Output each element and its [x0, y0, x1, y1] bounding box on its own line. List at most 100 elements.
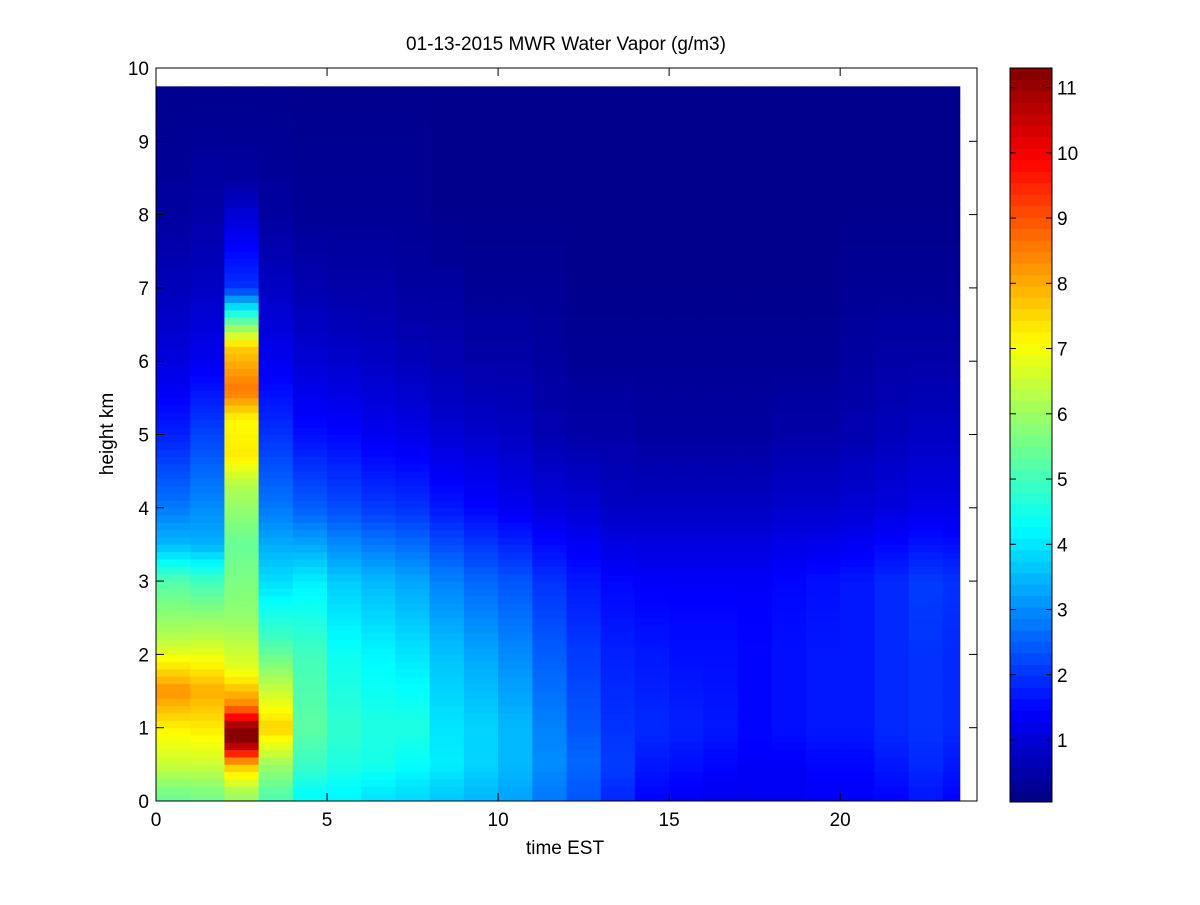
heatmap-cell — [805, 236, 841, 245]
heatmap-cell — [463, 309, 499, 318]
heatmap-cell — [908, 632, 944, 641]
heatmap-cell — [224, 236, 260, 245]
heatmap-cell — [429, 104, 465, 113]
heatmap-cell — [908, 368, 944, 377]
heatmap-cell — [156, 610, 191, 619]
heatmap-cell — [361, 713, 396, 721]
heatmap-cell — [771, 573, 807, 582]
heatmap-cell — [600, 375, 636, 384]
heatmap-cell — [292, 654, 328, 663]
heatmap-cell — [395, 463, 431, 472]
heatmap-cell — [224, 353, 260, 362]
heatmap-cell — [805, 493, 841, 501]
heatmap-cell — [532, 786, 567, 795]
heatmap-cell — [600, 485, 636, 494]
heatmap-cell — [600, 742, 636, 751]
heatmap-cell — [532, 214, 567, 223]
heatmap-cell — [874, 749, 909, 758]
colorbar-segment — [1010, 572, 1052, 585]
colorbar-segment — [1010, 675, 1052, 688]
heatmap-cell — [600, 764, 636, 773]
heatmap-cell — [498, 86, 533, 91]
heatmap-cell — [292, 515, 328, 523]
heatmap-cell — [156, 471, 191, 479]
heatmap-cell — [840, 309, 875, 318]
heatmap-cell — [156, 720, 191, 729]
heatmap-cell — [463, 353, 499, 362]
heatmap-cell — [258, 207, 294, 215]
heatmap-cell — [258, 537, 294, 545]
heatmap-cell — [258, 126, 294, 135]
heatmap-cell — [258, 397, 294, 406]
heatmap-cell — [463, 97, 499, 106]
heatmap-cell — [840, 669, 875, 677]
heatmap-cell — [292, 280, 328, 289]
heatmap-cell — [429, 434, 465, 443]
heatmap-cell — [532, 368, 567, 377]
heatmap-cell — [634, 551, 670, 560]
heatmap-cell — [669, 735, 704, 743]
heatmap-cell — [463, 192, 499, 201]
heatmap-cell — [292, 163, 328, 172]
heatmap-cell — [942, 639, 961, 648]
heatmap-cell — [258, 507, 294, 516]
heatmap-cell — [771, 617, 807, 626]
heatmap-cell — [190, 683, 225, 692]
heatmap-cell — [805, 434, 841, 443]
heatmap-cell — [669, 537, 704, 545]
heatmap-cell — [190, 669, 225, 677]
heatmap-cell — [874, 698, 909, 707]
heatmap-cell — [874, 280, 909, 289]
y-tick-label: 4 — [138, 499, 149, 520]
heatmap-cell — [327, 346, 362, 355]
heatmap-cell — [532, 698, 567, 707]
heatmap-cell — [840, 500, 875, 509]
heatmap-cell — [463, 243, 499, 252]
heatmap-cell — [361, 485, 396, 494]
heatmap-cell — [840, 529, 875, 538]
heatmap-cell — [258, 339, 294, 347]
heatmap-cell — [156, 617, 191, 626]
heatmap-cell — [566, 727, 602, 736]
heatmap-cell — [942, 331, 961, 340]
heatmap-cell — [463, 229, 499, 237]
heatmap-cell — [292, 185, 328, 194]
heatmap-cell — [874, 97, 909, 106]
heatmap-cell — [463, 434, 499, 443]
heatmap-cell — [361, 698, 396, 707]
heatmap-cell — [908, 258, 944, 267]
heatmap-cell — [532, 375, 567, 384]
heatmap-cell — [669, 683, 704, 692]
heatmap-cell — [498, 221, 533, 230]
y-tick-label: 7 — [138, 279, 149, 300]
heatmap-cell — [498, 361, 533, 369]
heatmap-cell — [292, 317, 328, 325]
heatmap-cell — [840, 434, 875, 443]
heatmap-cell — [532, 434, 567, 443]
heatmap-cell — [327, 793, 362, 802]
heatmap-cell — [327, 691, 362, 699]
heatmap-cell — [327, 749, 362, 758]
heatmap-cell — [224, 390, 260, 399]
heatmap-cell — [361, 544, 396, 553]
heatmap-cell — [498, 427, 533, 435]
heatmap-cell — [190, 353, 225, 362]
heatmap-cell — [190, 361, 225, 369]
heatmap-cell — [908, 383, 944, 391]
heatmap-cell — [566, 141, 602, 150]
heatmap-cell — [669, 515, 704, 523]
heatmap-cell — [429, 361, 465, 369]
heatmap-cell — [874, 148, 909, 157]
heatmap-cell — [942, 397, 961, 406]
heatmap-cell — [703, 529, 738, 538]
heatmap-cell — [224, 456, 260, 465]
heatmap-cell — [942, 456, 961, 465]
heatmap-cell — [190, 749, 225, 758]
heatmap-cell — [327, 361, 362, 369]
heatmap-cell — [874, 265, 909, 274]
heatmap-cell — [498, 280, 533, 289]
heatmap-cell — [600, 500, 636, 509]
heatmap-cell — [737, 493, 773, 501]
heatmap-cell — [703, 155, 738, 164]
heatmap-cell — [942, 214, 961, 223]
